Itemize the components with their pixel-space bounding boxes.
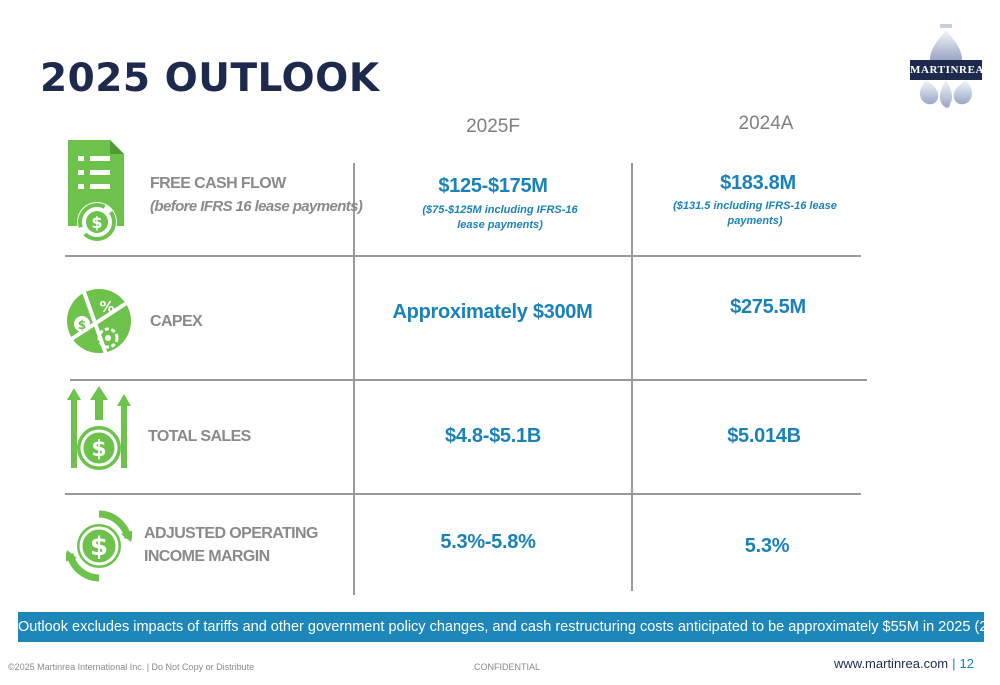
- free-cash-flow-label: FREE CASH FLOW (before IFRS 16 lease pay…: [150, 172, 363, 218]
- column-header-2025f: 2025F: [466, 116, 520, 137]
- capex-2024a-value: $275.5M: [730, 296, 806, 318]
- page-number: 12: [959, 656, 974, 671]
- free-cash-flow-2025f-value: $125-$175M: [438, 175, 548, 197]
- arrows-up-dollar-icon: $: [66, 386, 132, 487]
- free-cash-flow-2025f-note: ($75-$125M including IFRS-16 lease payme…: [422, 204, 578, 231]
- column-header-2024a: 2024A: [738, 113, 794, 134]
- outlook-disclaimer-banner: Outlook excludes impacts of tariffs and …: [18, 612, 984, 642]
- logo-wordmark: MARTINREA: [910, 60, 983, 80]
- total-sales-2024a-value: $5.014B: [727, 425, 801, 447]
- row-divider-2: [70, 379, 867, 381]
- footer-website: www.martinrea.com | 12: [834, 656, 974, 671]
- pie-percent-dollar-gear-icon: % $: [66, 284, 132, 363]
- free-cash-flow-2024a-note: ($131.5 including IFRS-16 lease payments…: [673, 200, 837, 227]
- martinrea-logo: MARTINREA: [906, 20, 986, 110]
- adjusted-margin-2025f-value: 5.3%-5.8%: [440, 531, 536, 553]
- free-cash-flow-sublabel: (before IFRS 16 lease payments): [150, 198, 363, 215]
- page-title: 2025 OUTLOOK: [40, 56, 380, 101]
- free-cash-flow-2024a-value: $183.8M: [720, 172, 796, 194]
- footer-separator: |: [952, 656, 956, 671]
- footer-copyright: ©2025 Martinrea International Inc. | Do …: [8, 662, 255, 672]
- row-divider-1: [65, 255, 861, 257]
- capex-2025f-value: Approximately $300M: [392, 301, 593, 323]
- svg-text:$: $: [90, 532, 108, 562]
- svg-text:$: $: [78, 318, 86, 332]
- svg-text:$: $: [91, 213, 102, 232]
- adjusted-margin-2024a-value: 5.3%: [744, 535, 790, 557]
- website-link[interactable]: www.martinrea.com: [834, 656, 949, 671]
- total-sales-2025f-value: $4.8-$5.1B: [445, 425, 541, 447]
- total-sales-label: TOTAL SALES: [148, 428, 251, 445]
- dollar-cycle-icon: $: [64, 508, 134, 589]
- svg-text:%: %: [99, 298, 114, 316]
- svg-text:$: $: [91, 437, 106, 462]
- capex-label: CAPEX: [150, 313, 203, 330]
- table-divider-vertical-2: [631, 163, 633, 591]
- document-dollar-icon: $: [66, 136, 130, 251]
- adjusted-operating-income-margin-label: ADJUSTED OPERATING INCOME MARGIN: [144, 525, 318, 565]
- footer-confidential: CONFIDENTIAL: [474, 662, 541, 672]
- row-divider-3: [65, 493, 861, 495]
- logo-drops-icon: [919, 24, 973, 108]
